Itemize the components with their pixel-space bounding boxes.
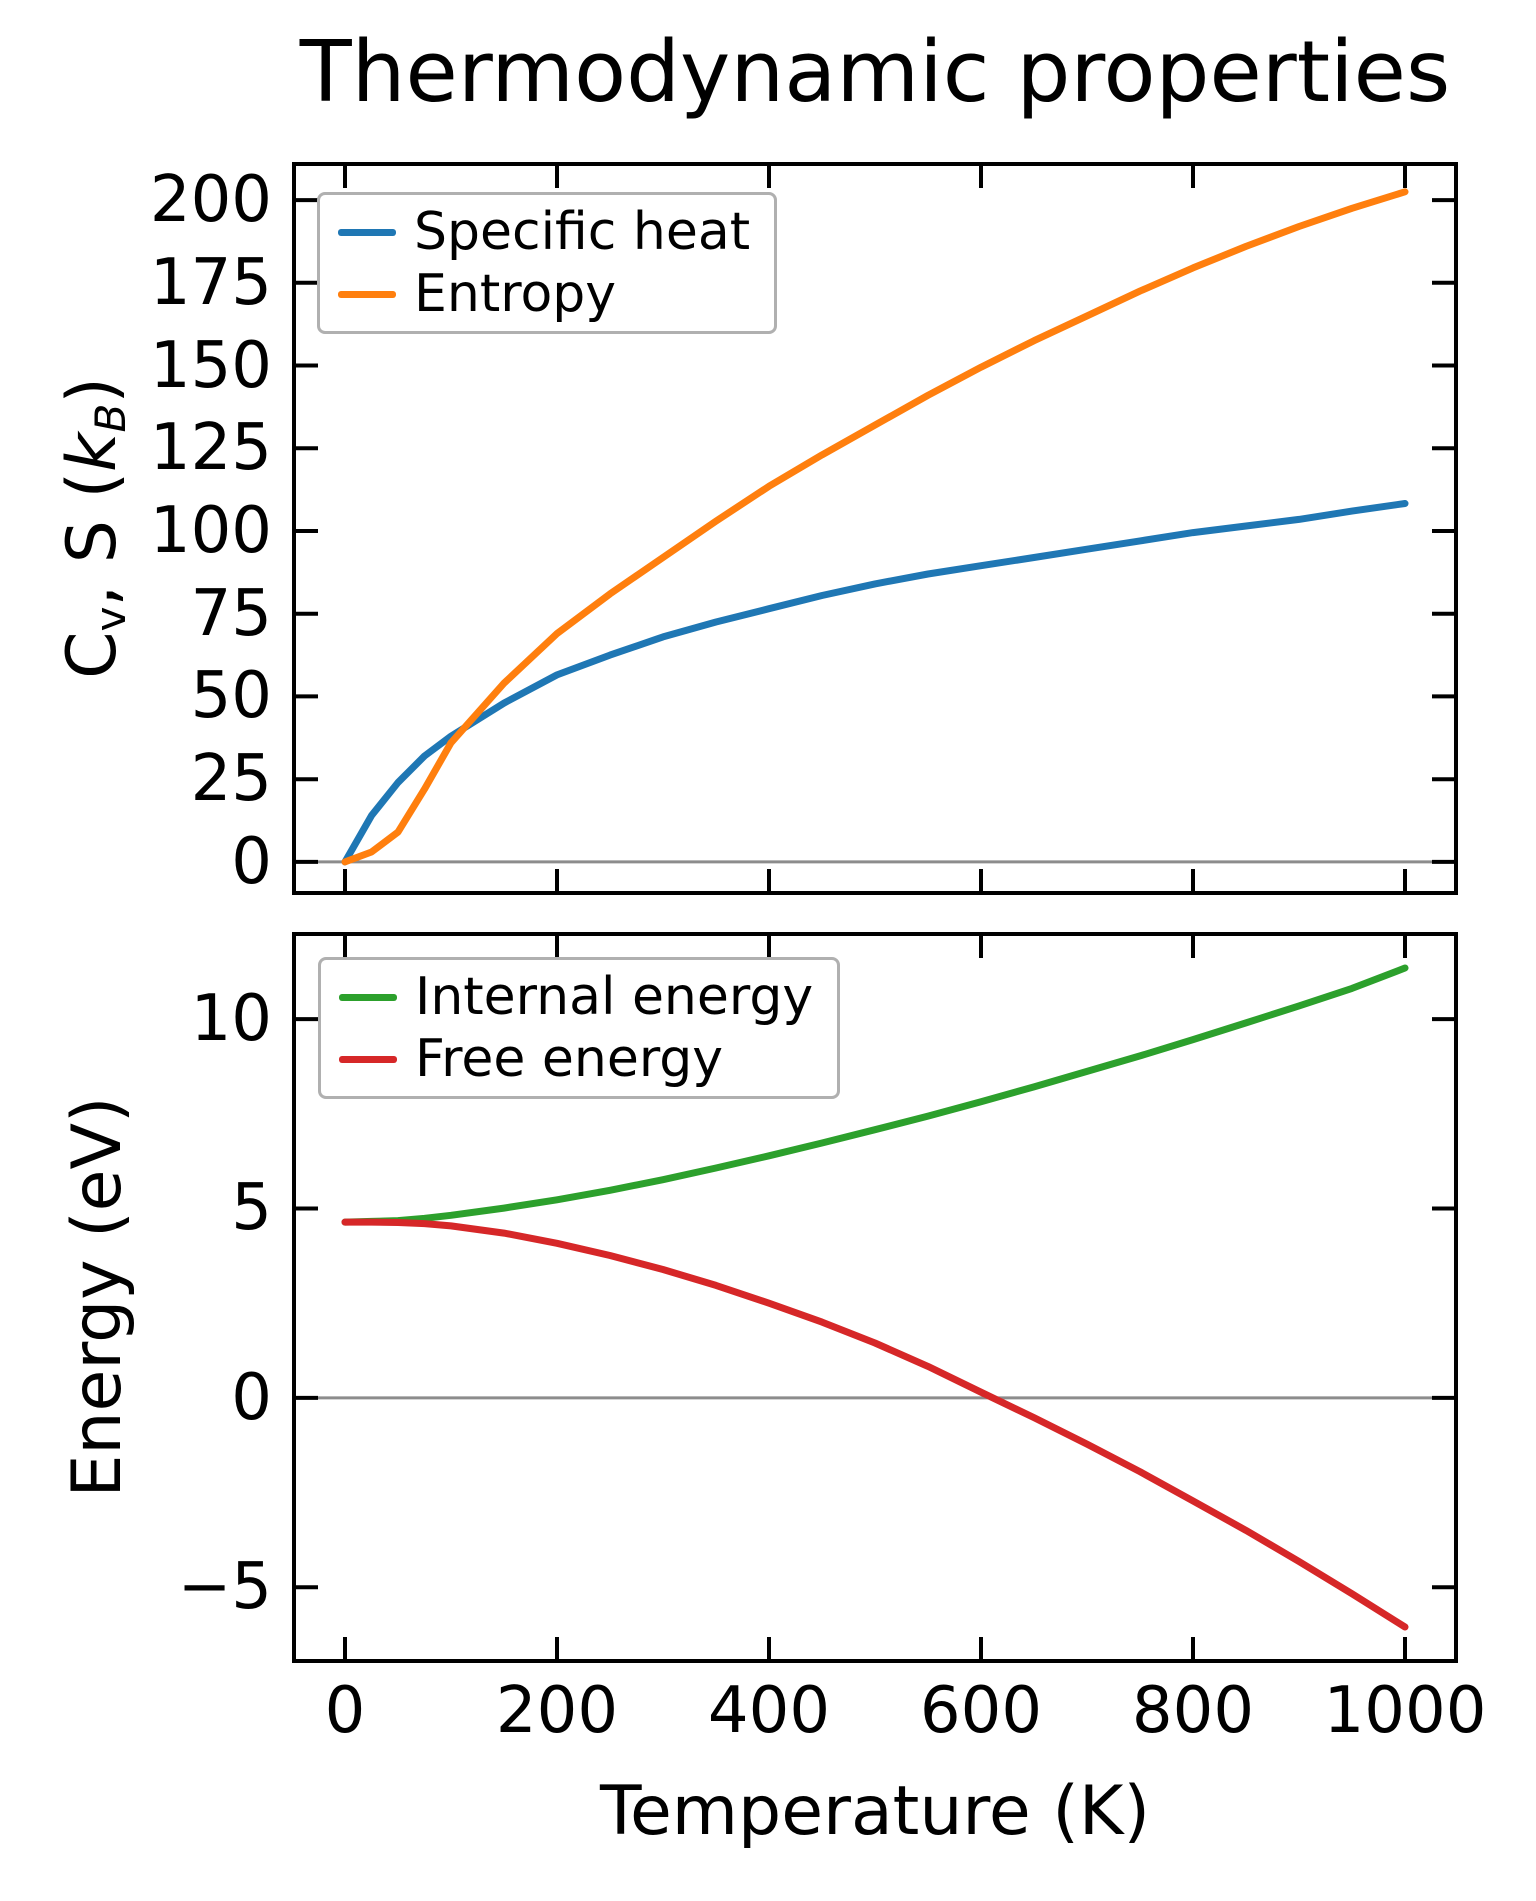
axes-frame <box>292 162 1458 895</box>
curve-internal-energy <box>341 964 1409 1226</box>
y-axis-label-segment: k <box>53 432 132 472</box>
legend-entry: Entropy <box>338 263 750 325</box>
x-tick-label: 800 <box>1131 1674 1255 1748</box>
plot-area <box>292 162 1458 895</box>
legend-label: Entropy <box>414 264 617 324</box>
y-tick-label: 100 <box>149 493 272 568</box>
curve-specific-heat <box>341 500 1409 866</box>
y-axis-label-segment: Energy (eV) <box>58 1096 137 1498</box>
y-tick-label: 75 <box>190 576 272 651</box>
x-axis-label: Temperature (K) <box>599 1772 1150 1851</box>
axes-bottom: −5 0 5 10 0 200 400 600 800 1000 Internal energy Fr… <box>178 932 1486 1743</box>
legend: Internal energy Free energy <box>318 957 841 1099</box>
legend: Specific heat Entropy <box>317 192 778 334</box>
y-tick-label: 0 <box>231 824 272 899</box>
y-tick-label: −5 <box>177 1550 272 1625</box>
y-tick-label: 10 <box>190 982 272 1057</box>
x-tick-label: 400 <box>707 1674 831 1748</box>
y-axis-label-segment: ) <box>53 377 132 404</box>
y-axis-label-segment: v <box>86 606 136 632</box>
curve-entropy <box>341 188 1409 866</box>
y-tick-label: 50 <box>190 659 272 734</box>
y-tick-label: 25 <box>190 742 272 817</box>
y-axis-label-segment: B <box>86 403 136 433</box>
y-axis-label-bottom: Energy (eV) <box>52 947 144 1647</box>
axes-top: 0 25 50 75 100 125 150 175 200 Specific heat Entro… <box>150 162 1458 895</box>
legend-label: Internal energy <box>415 967 814 1027</box>
y-axis-label-segment: , S ( <box>53 471 132 607</box>
x-tick-label: 1000 <box>1323 1674 1487 1748</box>
x-tick-label: 0 <box>324 1674 366 1748</box>
legend-line-swatch <box>338 228 396 236</box>
y-tick-label: 5 <box>231 1171 272 1246</box>
y-tick-label: 200 <box>149 163 272 238</box>
legend-entry: Specific heat <box>338 201 750 263</box>
y-tick-label: 150 <box>149 328 272 403</box>
legend-entry: Free energy <box>339 1028 813 1090</box>
y-axis-label-top: Cv, S (kB) <box>47 178 139 878</box>
legend-label: Specific heat <box>414 202 751 262</box>
x-tick-label: 600 <box>919 1674 1043 1748</box>
plot-area <box>292 932 1458 1663</box>
curve-free-energy <box>341 1218 1409 1631</box>
y-axis-label-segment: C <box>53 631 132 679</box>
y-tick-label: 0 <box>231 1360 272 1435</box>
legend-line-swatch <box>338 290 396 298</box>
legend-entry: Internal energy <box>339 966 813 1028</box>
legend-line-swatch <box>339 993 397 1001</box>
x-tick-label: 200 <box>495 1674 619 1748</box>
y-tick-label: 175 <box>149 245 272 320</box>
axes-frame <box>292 932 1458 1663</box>
legend-label: Free energy <box>415 1029 724 1089</box>
legend-line-swatch <box>339 1055 397 1063</box>
chart-title: Thermodynamic properties <box>299 23 1451 122</box>
y-tick-label: 125 <box>149 411 272 486</box>
